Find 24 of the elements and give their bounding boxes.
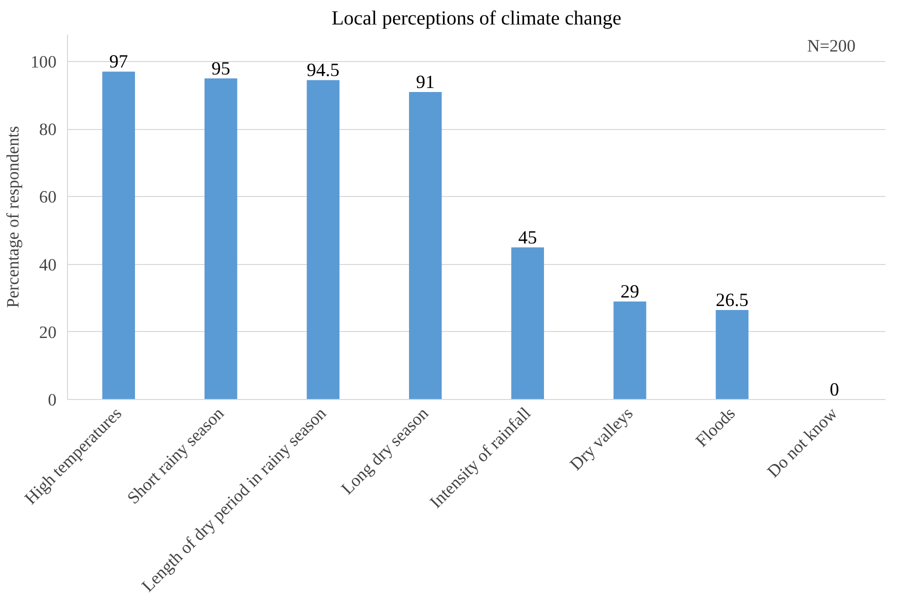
chart-title: Local perceptions of climate change — [332, 8, 622, 30]
bar — [306, 80, 340, 400]
data-label: 45 — [518, 227, 537, 248]
bar — [409, 92, 442, 400]
annotation: N=200 — [807, 36, 856, 56]
y-tick-label: 40 — [39, 255, 56, 274]
y-tick-label: 20 — [39, 322, 56, 342]
bar — [204, 78, 238, 400]
data-label: 91 — [416, 72, 435, 93]
bar — [511, 247, 544, 400]
bar — [102, 72, 135, 400]
y-axis-title: Percentage of respondents — [4, 126, 23, 308]
y-tick-label: 60 — [39, 188, 56, 207]
y-tick-label: 100 — [30, 52, 57, 72]
data-label: 26.5 — [716, 290, 748, 311]
data-label: 29 — [620, 281, 640, 302]
y-tick-label: 0 — [48, 390, 57, 410]
data-label: 94.5 — [306, 60, 340, 82]
data-label: 97 — [109, 52, 128, 73]
y-tick-label: 80 — [39, 120, 56, 140]
bar — [614, 301, 646, 400]
bar — [716, 310, 748, 400]
data-label: 0 — [830, 380, 840, 400]
data-label: 95 — [212, 58, 230, 80]
